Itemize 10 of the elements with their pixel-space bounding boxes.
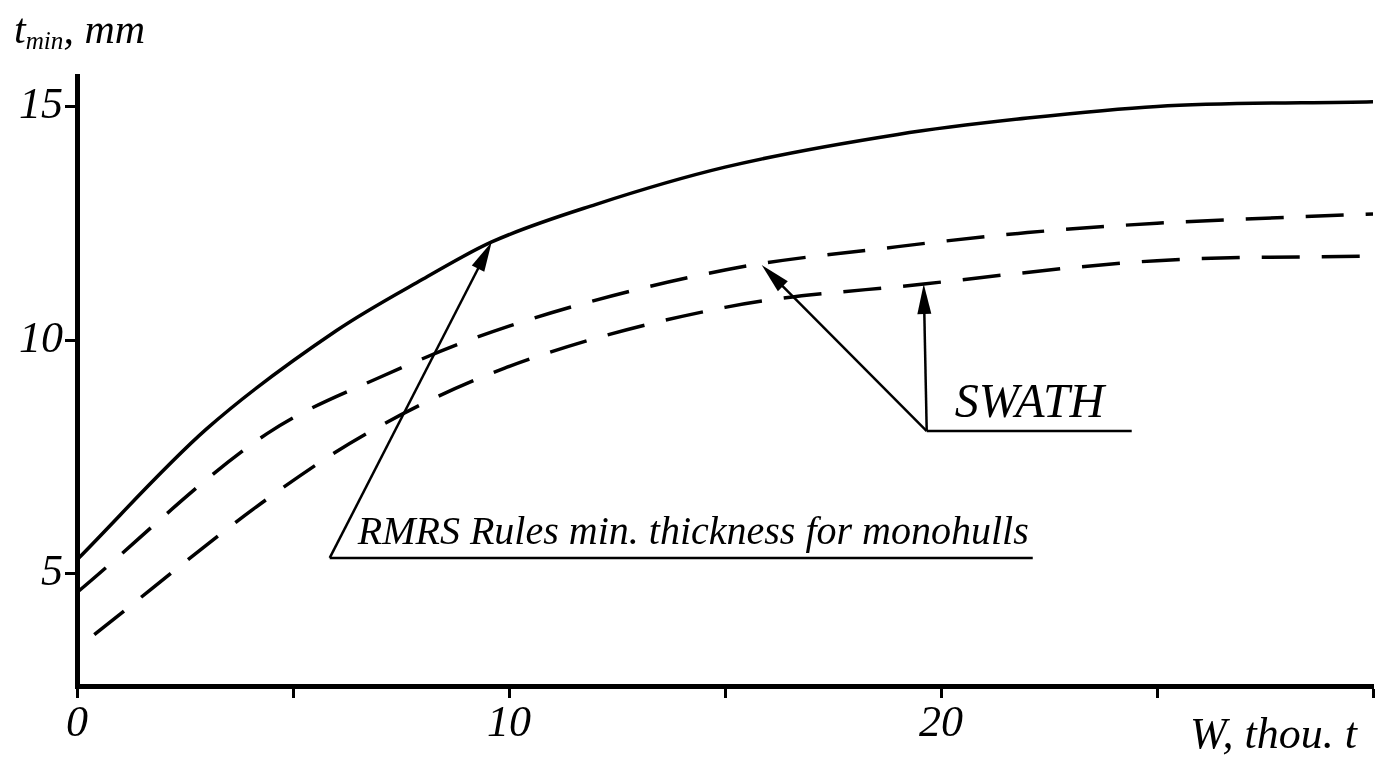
annotation: RMRS Rules min. thickness for monohulls bbox=[356, 507, 1029, 553]
annotation: SWATH bbox=[954, 374, 1107, 428]
x-tick-label: 20 bbox=[919, 696, 963, 746]
y-tick-label: 15 bbox=[19, 78, 63, 128]
x-tick-label: 0 bbox=[66, 696, 88, 746]
y-tick-label: 5 bbox=[41, 546, 63, 596]
x-tick-label: 10 bbox=[487, 696, 531, 746]
x-axis-title: W, thou. t bbox=[1189, 709, 1357, 758]
y-tick-label: 10 bbox=[19, 312, 63, 362]
y-axis-title: t$_{min}$, mm bbox=[14, 6, 146, 55]
